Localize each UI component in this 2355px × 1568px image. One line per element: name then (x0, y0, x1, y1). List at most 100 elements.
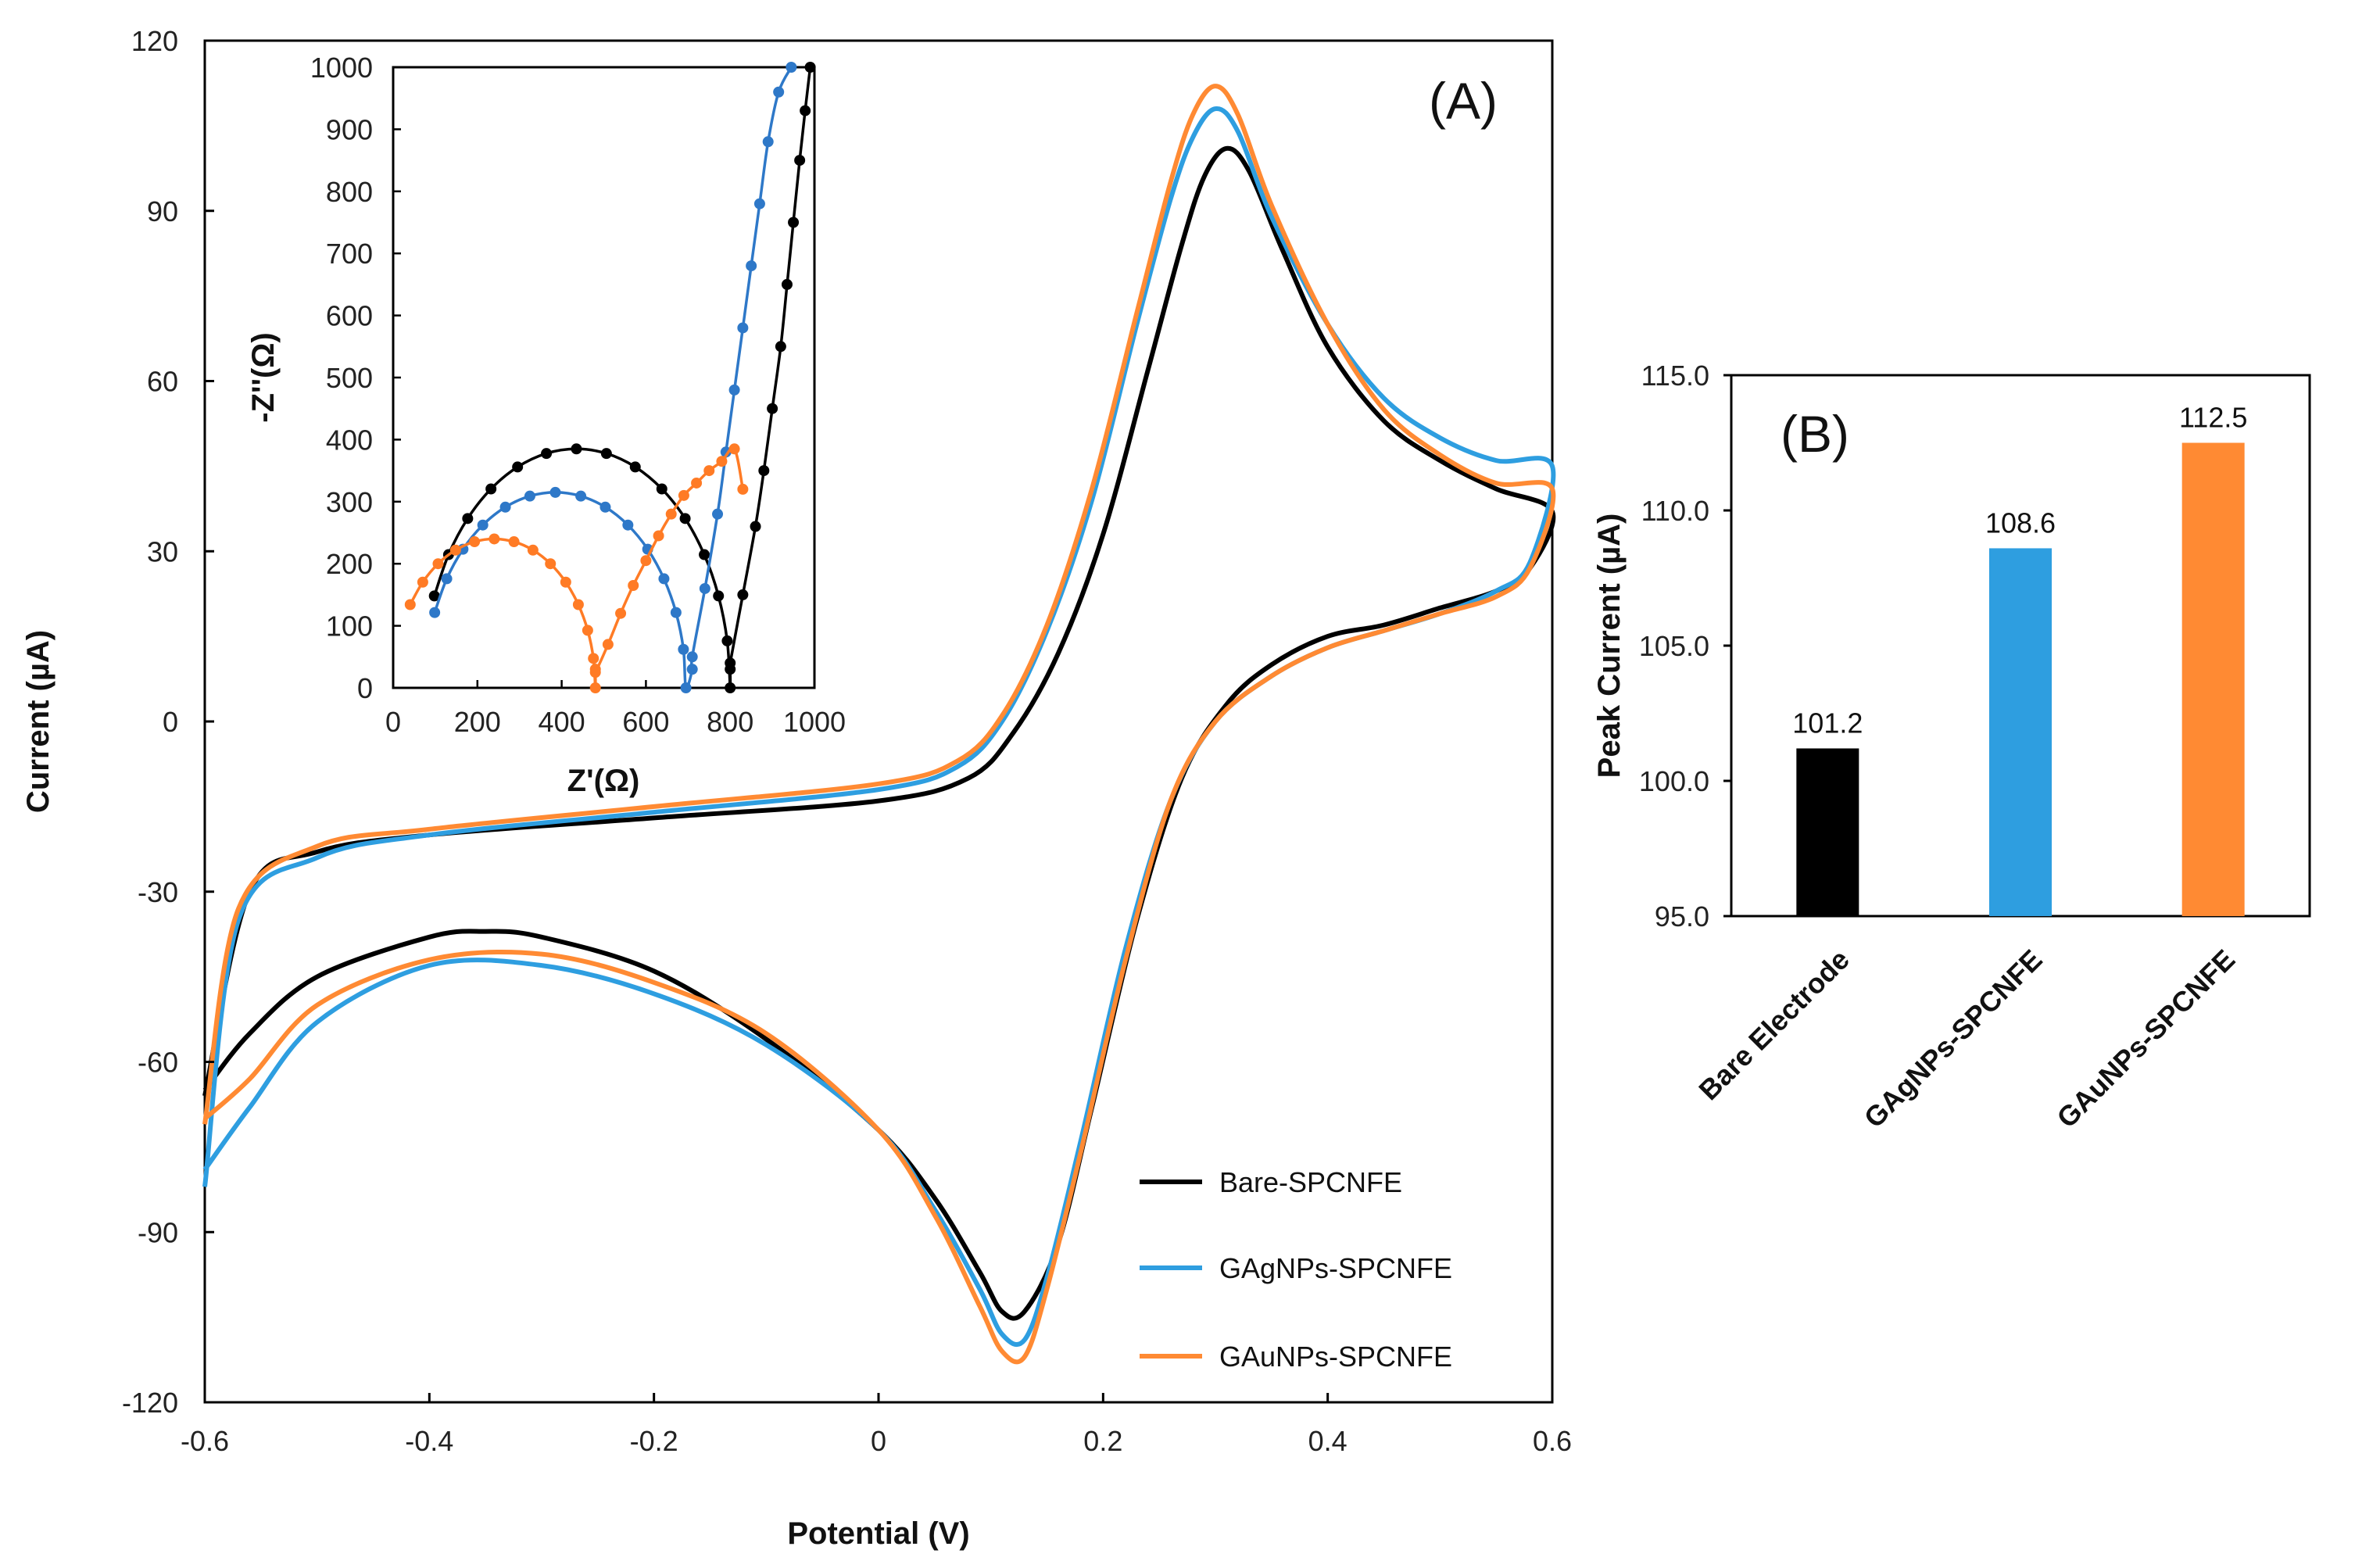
eis-point-bare-spcnfe (571, 443, 582, 455)
eis-point-gagnps-spcnfe (575, 490, 587, 502)
eis-y-tick-label: 0 (357, 672, 373, 704)
eis-x-ticks: 0 200 400 600 800 1000 (385, 680, 846, 738)
cv-x-axis-label: Potential (V) (787, 1516, 969, 1551)
bar-value-label-bare-electrode: 101.2 (1792, 707, 1863, 739)
eis-point-gagnps-spcnfe (753, 198, 765, 209)
eis-point-gaunps-spcnfe (589, 682, 601, 693)
eis-point-gagnps-spcnfe (746, 260, 757, 272)
cv-y-tick-label: -60 (138, 1047, 178, 1079)
eis-y-tick-label: 700 (326, 238, 373, 270)
bar-y-tick-label: 110.0 (1641, 495, 1709, 527)
eis-point-gagnps-spcnfe (686, 651, 698, 663)
eis-inset-frame (392, 66, 816, 689)
eis-point-gagnps-spcnfe (599, 501, 611, 513)
eis-point-bare-spcnfe (725, 657, 736, 669)
eis-y-tick-label: 300 (326, 486, 373, 518)
eis-point-gaunps-spcnfe (615, 607, 627, 619)
eis-point-bare-spcnfe (781, 278, 793, 290)
eis-point-gaunps-spcnfe (653, 530, 664, 542)
eis-point-bare-spcnfe (721, 635, 733, 646)
cv-x-tick-label: 0.2 (1083, 1425, 1122, 1457)
eis-x-tick-label: 200 (454, 706, 501, 738)
eis-y-tick-label: 800 (326, 176, 373, 208)
eis-point-gaunps-spcnfe (545, 558, 557, 570)
eis-point-gaunps-spcnfe (582, 625, 593, 636)
eis-point-gagnps-spcnfe (549, 486, 561, 498)
eis-point-gaunps-spcnfe (737, 483, 749, 495)
legend-label-aunps: GAuNPs-SPCNFE (1219, 1341, 1452, 1373)
eis-x-tick-label: 400 (539, 706, 585, 738)
eis-x-tick-label: 800 (707, 706, 753, 738)
eis-point-gaunps-spcnfe (588, 653, 599, 664)
eis-point-gaunps-spcnfe (628, 579, 639, 591)
eis-point-gaunps-spcnfe (469, 536, 481, 548)
eis-point-bare-spcnfe (600, 448, 612, 460)
eis-point-gaunps-spcnfe (432, 558, 444, 570)
eis-point-bare-spcnfe (788, 217, 800, 228)
eis-point-gaunps-spcnfe (527, 544, 539, 556)
eis-point-gagnps-spcnfe (499, 501, 511, 513)
eis-point-gagnps-spcnfe (712, 508, 724, 520)
eis-point-bare-spcnfe (541, 448, 553, 460)
bar-gagnps-spcnfe (1989, 548, 2052, 916)
peak-current-bar-chart: 101.2 108.6 112.5 95.0 100.0 105.0 110.0 115.0… (1592, 360, 2311, 1134)
bar-y-tick-label: 95.0 (1655, 900, 1709, 933)
bar-category-labels: Bare Electrode GAgNPs-SPCNFE GAuNPs-SPCNFE (1692, 943, 2241, 1134)
eis-line-gaunps-spcnfe (409, 446, 745, 689)
eis-point-bare-spcnfe (750, 521, 761, 532)
eis-y-tick-label: 400 (326, 424, 373, 456)
eis-point-bare-spcnfe (758, 465, 770, 477)
eis-x-tick-label: 1000 (783, 706, 846, 738)
cv-panel-label: (A) (1429, 72, 1498, 130)
bar-value-label-gaunps-spcnfe: 112.5 (2179, 402, 2247, 434)
bar-panel-label: (B) (1781, 405, 1849, 463)
bar-bars: 101.2 108.6 112.5 (1792, 402, 2247, 916)
cv-y-ticks: -120 -90 -60 -30 0 30 60 90 120 (122, 25, 214, 1419)
eis-y-axis-label: -Z''(Ω) (246, 332, 281, 423)
cv-x-tick-label: -0.6 (181, 1425, 229, 1457)
eis-point-gaunps-spcnfe (716, 456, 728, 467)
legend-label-bare: Bare-SPCNFE (1219, 1166, 1402, 1198)
bar-category-label-bare-electrode: Bare Electrode (1692, 943, 1856, 1107)
eis-y-ticks: 0 100 200 300 400 500 600 700 800 900 1000 (310, 52, 401, 704)
eis-point-gagnps-spcnfe (699, 582, 710, 594)
eis-point-gagnps-spcnfe (773, 86, 785, 98)
bar-value-label-gagnps-spcnfe: 108.6 (1985, 507, 2056, 539)
eis-point-gaunps-spcnfe (489, 533, 500, 545)
eis-point-gaunps-spcnfe (665, 508, 677, 520)
eis-x-tick-label: 0 (385, 706, 401, 738)
eis-points (404, 62, 816, 693)
cv-x-tick-label: -0.2 (630, 1425, 678, 1457)
eis-point-bare-spcnfe (679, 513, 691, 524)
eis-point-gagnps-spcnfe (762, 136, 774, 148)
cv-legend: Bare-SPCNFE GAgNPs-SPCNFE GAuNPs-SPCNFE (1140, 1166, 1452, 1373)
eis-y-tick-label: 200 (326, 548, 373, 580)
bar-bare-electrode (1796, 748, 1859, 916)
eis-x-axis-label: Z'(Ω) (567, 764, 640, 798)
eis-point-bare-spcnfe (713, 590, 725, 602)
bar-y-tick-label: 100.0 (1639, 765, 1709, 797)
eis-line-gagnps-spcnfe (433, 66, 793, 690)
eis-point-gaunps-spcnfe (560, 576, 571, 588)
cv-x-tick-label: 0.6 (1533, 1425, 1572, 1457)
eis-point-bare-spcnfe (462, 513, 474, 524)
eis-point-gaunps-spcnfe (602, 639, 614, 650)
bar-y-axis-label: Peak Current (µA) (1592, 514, 1627, 779)
eis-point-gaunps-spcnfe (404, 599, 416, 610)
eis-point-bare-spcnfe (804, 62, 816, 73)
cv-curves (202, 84, 1556, 1365)
eis-point-gagnps-spcnfe (686, 664, 698, 675)
eis-point-gaunps-spcnfe (417, 576, 428, 588)
eis-point-gaunps-spcnfe (728, 443, 740, 455)
eis-point-bare-spcnfe (428, 590, 440, 602)
eis-point-bare-spcnfe (767, 403, 778, 414)
cv-x-tick-label: -0.4 (405, 1425, 453, 1457)
eis-x-tick-label: 600 (622, 706, 669, 738)
bar-y-tick-label: 115.0 (1641, 360, 1709, 392)
eis-point-bare-spcnfe (656, 483, 667, 495)
eis-point-bare-spcnfe (699, 549, 710, 560)
cv-y-axis-label: Current (µA) (21, 630, 55, 813)
eis-point-gagnps-spcnfe (670, 607, 682, 618)
eis-y-tick-label: 900 (326, 113, 373, 145)
